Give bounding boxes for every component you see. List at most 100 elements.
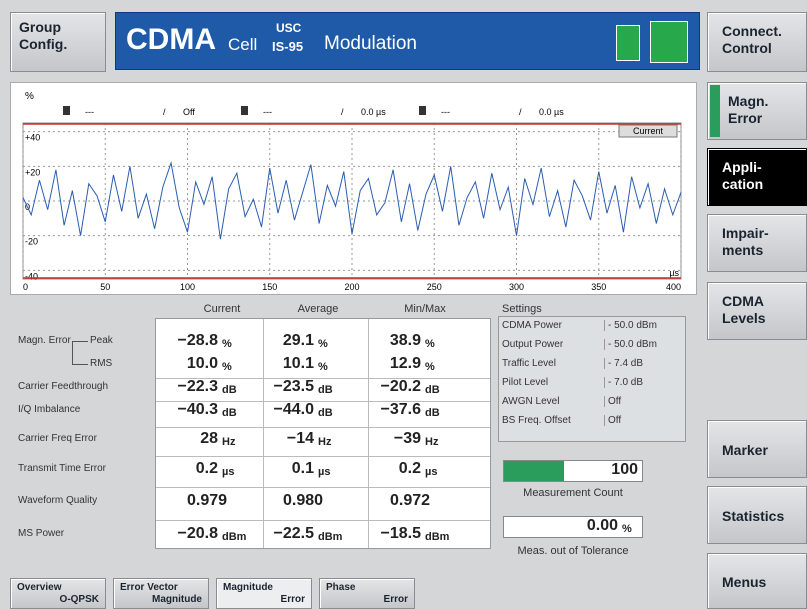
y-tick-label: -40 bbox=[25, 271, 38, 281]
count-bar bbox=[504, 461, 564, 481]
setting-value: - 7.4 dB bbox=[604, 358, 643, 369]
x-unit: µs bbox=[669, 268, 679, 278]
standard-bottom: IS-95 bbox=[272, 39, 304, 54]
tab[interactable]: Phase Error bbox=[319, 578, 415, 609]
marker-delta: 0.0 µs bbox=[361, 107, 386, 117]
tab[interactable]: Magnitude Error bbox=[216, 578, 312, 609]
unit: % bbox=[318, 361, 328, 373]
marker-separator: / bbox=[341, 107, 344, 117]
count-value: 100 bbox=[611, 461, 638, 478]
settings-box bbox=[498, 316, 686, 442]
group-config-button[interactable]: Group Config. bbox=[10, 12, 106, 72]
side-button[interactable]: CDMA Levels bbox=[707, 282, 807, 340]
marker-value: --- bbox=[263, 107, 272, 117]
row-label: I/Q Imbalance bbox=[18, 404, 81, 415]
marker-icon bbox=[419, 106, 426, 115]
row-separator bbox=[156, 519, 490, 521]
label: Menus bbox=[722, 573, 767, 590]
title: CDMA bbox=[126, 23, 216, 56]
unit: dB bbox=[425, 384, 440, 396]
value: −14 bbox=[286, 430, 314, 447]
group-label: Magn. Error bbox=[18, 335, 71, 346]
setting-name: Traffic Level bbox=[502, 358, 556, 369]
label: Error bbox=[280, 594, 305, 605]
side-button[interactable]: Appli-cation bbox=[707, 148, 807, 206]
unit: dB bbox=[318, 384, 333, 396]
side-button[interactable]: Connect. Control bbox=[707, 12, 807, 72]
row-label: MS Power bbox=[18, 528, 65, 539]
unit: dBm bbox=[222, 531, 247, 543]
y-unit: % bbox=[25, 91, 34, 102]
x-tick-label: 250 bbox=[427, 282, 442, 292]
settings-title: Settings bbox=[502, 303, 542, 315]
trace bbox=[22, 160, 682, 240]
side-button[interactable]: Menus bbox=[707, 553, 807, 609]
value: 10.0 bbox=[186, 355, 218, 372]
tolerance-label: Meas. out of Tolerance bbox=[517, 545, 629, 557]
tolerance-value: 0.00 bbox=[586, 517, 618, 534]
chart-panel: % --- / Off --- / 0.0 µs --- / 0.0 µs +40 +20 0 -20 -4… bbox=[10, 82, 697, 295]
title-bar: CDMA Cell USC IS-95 Modulation bbox=[115, 12, 700, 70]
row-label: RMS bbox=[90, 358, 113, 369]
side-button[interactable]: Statistics bbox=[707, 486, 807, 544]
marker-icon bbox=[241, 106, 248, 115]
value: 0.2 bbox=[195, 460, 218, 477]
unit: % bbox=[222, 338, 232, 350]
value: −40.3 bbox=[177, 401, 218, 418]
bracket bbox=[72, 341, 88, 365]
label: Group bbox=[19, 19, 61, 35]
tolerance-box bbox=[503, 516, 643, 538]
row-label: Peak bbox=[90, 335, 113, 346]
column-header: Average bbox=[297, 303, 339, 315]
tab[interactable]: Overview O-QPSK bbox=[10, 578, 106, 609]
setting-value: - 7.0 dB bbox=[604, 377, 643, 388]
value: 0.2 bbox=[398, 460, 421, 477]
side-button[interactable]: Magn. Error bbox=[707, 82, 807, 140]
value: −23.5 bbox=[273, 378, 314, 395]
x-tick-label: 0 bbox=[23, 282, 28, 292]
unit: dBm bbox=[318, 531, 343, 543]
marker-icon bbox=[63, 106, 70, 115]
label: Phase bbox=[326, 582, 356, 593]
value: −20.2 bbox=[380, 378, 421, 395]
chart: % --- / Off --- / 0.0 µs --- / 0.0 µs +40 +20 0 -20 -4… bbox=[22, 91, 682, 292]
unit: dB bbox=[222, 384, 237, 396]
marker-separator: / bbox=[163, 107, 166, 117]
tolerance-unit: % bbox=[622, 523, 632, 535]
side-strip bbox=[710, 85, 720, 137]
value: 28 bbox=[200, 430, 218, 447]
y-tick-label: +40 bbox=[25, 133, 40, 143]
cell: Cell bbox=[228, 35, 258, 54]
side-button[interactable]: Impair-ments bbox=[707, 214, 807, 272]
label: Marker bbox=[722, 441, 768, 458]
touch-icon bbox=[650, 21, 688, 63]
unit: % bbox=[425, 361, 435, 373]
setting-name: CDMA Power bbox=[502, 320, 563, 331]
unit: % bbox=[425, 338, 435, 350]
column-header: Current bbox=[203, 303, 241, 315]
unit: dBm bbox=[425, 531, 450, 543]
tab[interactable]: Error Vector Magnitude bbox=[113, 578, 209, 609]
count-label: Measurement Count bbox=[523, 487, 623, 499]
unit: µs bbox=[222, 466, 235, 478]
value: 0.979 bbox=[186, 492, 228, 509]
value: 12.9 bbox=[389, 355, 421, 372]
row-label: Transmit Time Error bbox=[18, 463, 106, 474]
status-icon bbox=[616, 25, 640, 61]
label: Magnitude bbox=[223, 582, 273, 593]
value: 0.980 bbox=[282, 492, 324, 509]
label: Magn. bbox=[728, 93, 769, 109]
label: Error Vector bbox=[120, 582, 178, 593]
value: 38.9 bbox=[389, 332, 421, 349]
label: Control bbox=[722, 40, 772, 56]
row-label: Carrier Freq Error bbox=[18, 433, 97, 444]
unit: % bbox=[222, 361, 232, 373]
row-separator bbox=[156, 456, 490, 457]
x-tick-label: 200 bbox=[344, 282, 359, 292]
x-tick-label: 100 bbox=[180, 282, 195, 292]
mode: Modulation bbox=[324, 33, 417, 54]
side-button[interactable]: Marker bbox=[707, 420, 807, 478]
value: −39 bbox=[393, 430, 421, 447]
label: CDMA bbox=[722, 293, 764, 309]
label: Config. bbox=[19, 36, 68, 52]
